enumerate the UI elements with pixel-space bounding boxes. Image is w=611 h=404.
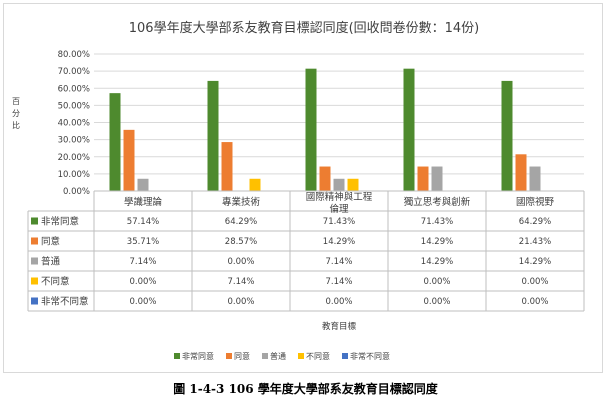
bar xyxy=(249,178,261,191)
legend-key xyxy=(262,353,268,359)
data-label: 7.14% xyxy=(325,257,352,267)
data-label: 21.43% xyxy=(519,237,551,247)
bar xyxy=(305,68,317,191)
data-label: 0.00% xyxy=(521,277,548,287)
data-label: 14.29% xyxy=(421,257,453,267)
data-label: 71.43% xyxy=(323,217,355,227)
legend-label: 不同意 xyxy=(306,351,330,361)
data-label: 64.29% xyxy=(519,217,551,227)
legend-label: 同意 xyxy=(234,351,250,361)
chart-area: 106學年度大學部系友教育目標認同度(回收問卷份數：14份) 百分比 0.00% 10… xyxy=(3,3,603,373)
bar xyxy=(431,166,443,191)
legend-label: 非常同意 xyxy=(182,351,214,361)
y-tick-label: 40.00% xyxy=(58,119,90,129)
bar xyxy=(221,142,233,191)
bar xyxy=(207,80,219,191)
legend-key xyxy=(342,353,348,359)
y-tick-label: 0.00% xyxy=(63,187,90,197)
data-label: 0.00% xyxy=(521,297,548,307)
legend-key xyxy=(174,353,180,359)
data-label: 71.43% xyxy=(421,217,453,227)
x-tick-label: 國際精神與工程倫理 xyxy=(306,191,373,215)
series-label: 不同意 xyxy=(41,276,70,288)
legend-label: 非常不同意 xyxy=(350,351,390,361)
data-label: 0.00% xyxy=(227,257,254,267)
y-axis-label: 百分比 xyxy=(12,97,20,130)
data-label: 57.14% xyxy=(127,217,159,227)
bar xyxy=(333,178,345,191)
y-tick-label: 20.00% xyxy=(58,153,90,163)
data-label: 7.14% xyxy=(325,277,352,287)
bar xyxy=(123,129,135,191)
x-tick-label: 國際視野 xyxy=(516,196,555,208)
bar xyxy=(515,154,527,191)
bar xyxy=(319,166,331,191)
data-label: 28.57% xyxy=(225,237,257,247)
bar xyxy=(529,166,541,191)
series-label: 普通 xyxy=(41,256,61,268)
legend-key xyxy=(31,257,38,265)
data-label: 14.29% xyxy=(421,237,453,247)
bar xyxy=(417,166,429,191)
data-label: 14.29% xyxy=(519,257,551,267)
data-label: 0.00% xyxy=(325,297,352,307)
data-label: 0.00% xyxy=(129,277,156,287)
bar-chart: 106學年度大學部系友教育目標認同度(回收問卷份數：14份) 百分比 0.00% 10… xyxy=(12,20,585,361)
bar xyxy=(403,68,415,191)
x-axis-label: 教育目標 xyxy=(322,321,357,332)
legend-key xyxy=(31,237,38,245)
legend-key xyxy=(31,277,38,285)
data-label: 35.71% xyxy=(127,237,159,247)
y-tick-label: 10.00% xyxy=(58,170,90,180)
series-label: 同意 xyxy=(41,236,60,248)
legend-label: 普通 xyxy=(270,351,286,361)
bar xyxy=(109,93,121,191)
x-tick-label: 專業技術 xyxy=(222,196,261,208)
legend-key xyxy=(31,217,38,225)
chart-title: 106學年度大學部系友教育目標認同度(回收問卷份數：14份) xyxy=(129,20,480,36)
y-tick-label: 60.00% xyxy=(58,84,90,94)
data-label: 7.14% xyxy=(227,277,254,287)
x-tick-label: 獨立思考與創新 xyxy=(404,196,471,208)
data-label: 0.00% xyxy=(129,297,156,307)
series-label: 非常不同意 xyxy=(41,296,89,308)
legend-key xyxy=(31,297,38,305)
bar xyxy=(137,178,149,191)
data-label: 64.29% xyxy=(225,217,257,227)
y-tick-label: 80.00% xyxy=(58,50,90,60)
x-tick-label: 學識理論 xyxy=(124,196,163,208)
series-label: 非常同意 xyxy=(41,216,79,228)
figure-caption: 圖 1-4-3 106 學年度大學部系友教育目標認同度 xyxy=(173,382,438,396)
legend-key xyxy=(298,353,304,359)
bar xyxy=(501,80,513,191)
data-label: 7.14% xyxy=(129,257,156,267)
y-tick-label: 30.00% xyxy=(58,136,90,146)
y-tick-label: 70.00% xyxy=(58,67,90,77)
y-tick-label: 50.00% xyxy=(58,101,90,111)
bar xyxy=(347,178,359,191)
data-label: 0.00% xyxy=(423,297,450,307)
data-label: 0.00% xyxy=(227,297,254,307)
data-label: 0.00% xyxy=(423,277,450,287)
data-label: 14.29% xyxy=(323,237,355,247)
legend-key xyxy=(226,353,232,359)
